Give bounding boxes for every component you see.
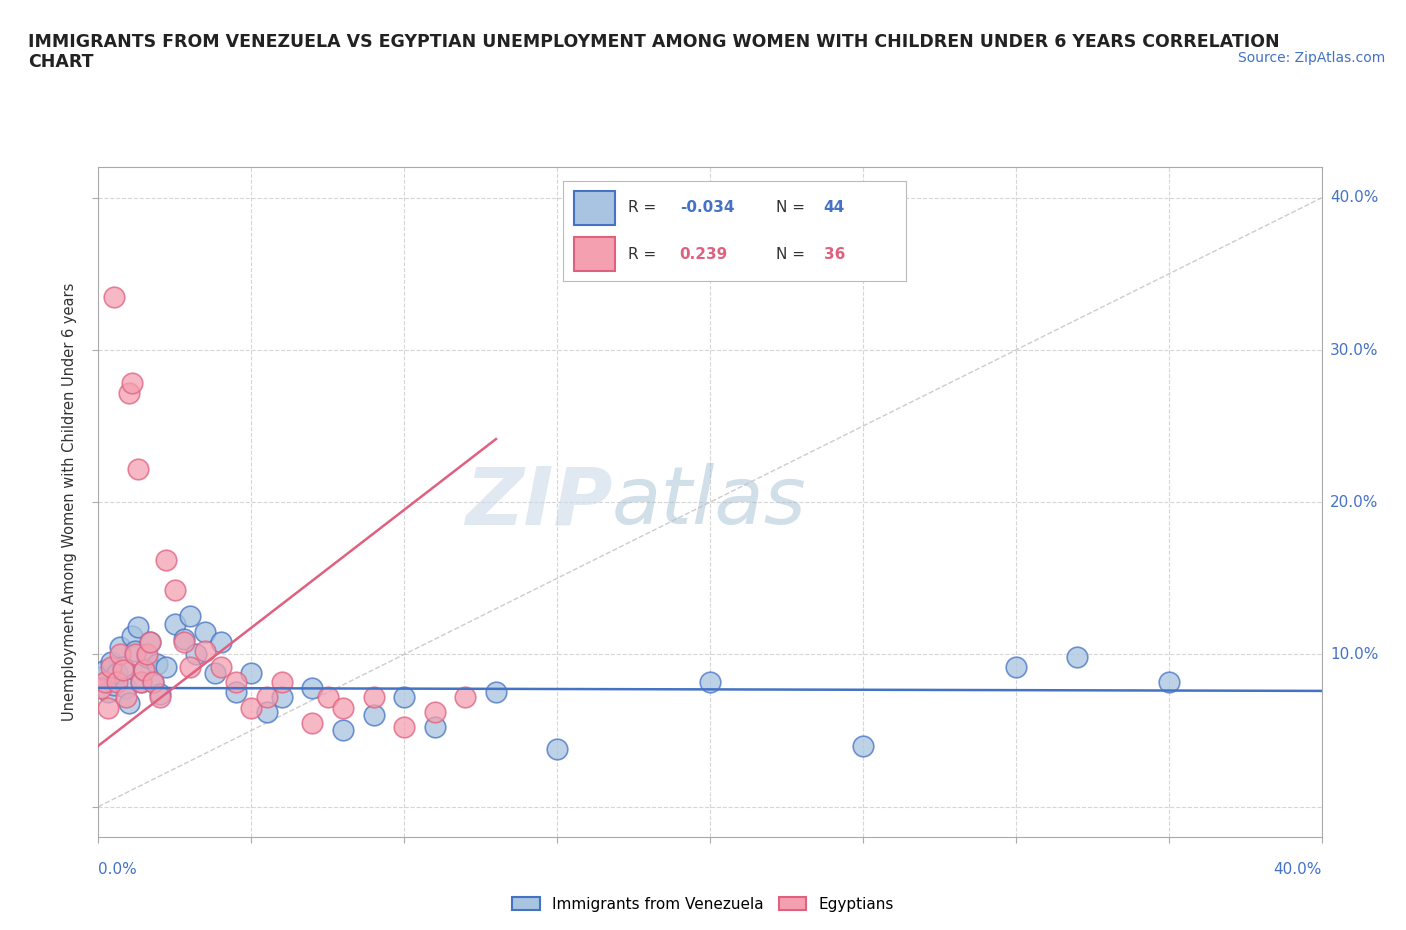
Point [142, 674, 165, 689]
Point [118, 696, 141, 711]
Point [145, 656, 167, 671]
Text: 30.0%: 30.0% [1330, 342, 1378, 357]
Point [139, 635, 162, 650]
Point [115, 689, 138, 704]
Point [105, 674, 128, 689]
Point [256, 689, 278, 704]
Point [121, 376, 143, 391]
Point [225, 685, 247, 700]
Point [194, 644, 217, 658]
Point [100, 659, 122, 674]
Point [97, 700, 120, 715]
Point [392, 689, 416, 704]
Point [209, 635, 232, 650]
Point [163, 583, 186, 598]
Point [111, 662, 134, 677]
Point [124, 647, 146, 662]
Text: ZIP: ZIP [465, 463, 612, 541]
Point [115, 681, 138, 696]
Point [103, 289, 125, 304]
Point [90, 681, 112, 696]
Point [136, 650, 159, 665]
Point [173, 631, 195, 646]
Point [240, 700, 263, 715]
Text: Source: ZipAtlas.com: Source: ZipAtlas.com [1237, 51, 1385, 65]
Point [546, 741, 568, 756]
Point [332, 723, 354, 737]
Point [108, 647, 131, 662]
Point [179, 659, 201, 674]
Text: IMMIGRANTS FROM VENEZUELA VS EGYPTIAN UNEMPLOYMENT AMONG WOMEN WITH CHILDREN UND: IMMIGRANTS FROM VENEZUELA VS EGYPTIAN UN… [28, 33, 1279, 72]
Point [149, 689, 172, 704]
Point [179, 609, 201, 624]
Point [93, 674, 115, 689]
Point [1066, 650, 1088, 665]
Point [301, 681, 323, 696]
Point [90, 670, 112, 684]
Point [256, 705, 278, 720]
Point [454, 689, 477, 704]
Point [423, 705, 446, 720]
Point [699, 674, 721, 689]
Point [194, 624, 217, 639]
Point [124, 644, 146, 658]
Point [136, 647, 159, 662]
Point [204, 665, 226, 680]
Point [111, 659, 134, 674]
Point [392, 720, 416, 735]
Point [332, 700, 354, 715]
Text: 40.0%: 40.0% [1274, 862, 1322, 877]
Y-axis label: Unemployment Among Women with Children Under 6 years: Unemployment Among Women with Children U… [62, 283, 77, 722]
Point [363, 689, 385, 704]
Point [129, 674, 152, 689]
Point [155, 659, 177, 674]
Text: 20.0%: 20.0% [1330, 495, 1378, 510]
Point [186, 647, 208, 662]
Point [149, 686, 172, 701]
Point [129, 674, 152, 689]
Point [423, 720, 446, 735]
Legend: Immigrants from Venezuela, Egyptians: Immigrants from Venezuela, Egyptians [506, 890, 900, 918]
Point [1004, 659, 1026, 674]
Point [155, 552, 177, 567]
Point [301, 715, 323, 730]
Point [93, 662, 115, 677]
Point [240, 665, 263, 680]
Point [163, 617, 186, 631]
Point [142, 674, 165, 689]
Text: 10.0%: 10.0% [1330, 647, 1378, 662]
Point [139, 635, 162, 650]
Point [97, 685, 120, 700]
Point [134, 662, 156, 677]
Point [127, 619, 149, 634]
Point [105, 665, 128, 680]
Point [134, 662, 156, 677]
Point [316, 689, 339, 704]
Point [485, 685, 508, 700]
Point [270, 689, 292, 704]
Point [100, 655, 122, 670]
Point [108, 639, 131, 654]
Text: 40.0%: 40.0% [1330, 191, 1378, 206]
Point [118, 385, 141, 400]
Point [1157, 674, 1180, 689]
Point [173, 635, 195, 650]
Point [127, 461, 149, 476]
Point [121, 629, 143, 644]
Point [270, 674, 292, 689]
Point [363, 708, 385, 723]
Point [225, 674, 247, 689]
Point [103, 677, 125, 692]
Point [209, 659, 232, 674]
Text: atlas: atlas [612, 463, 807, 541]
Point [852, 738, 875, 753]
Text: 0.0%: 0.0% [98, 862, 138, 877]
